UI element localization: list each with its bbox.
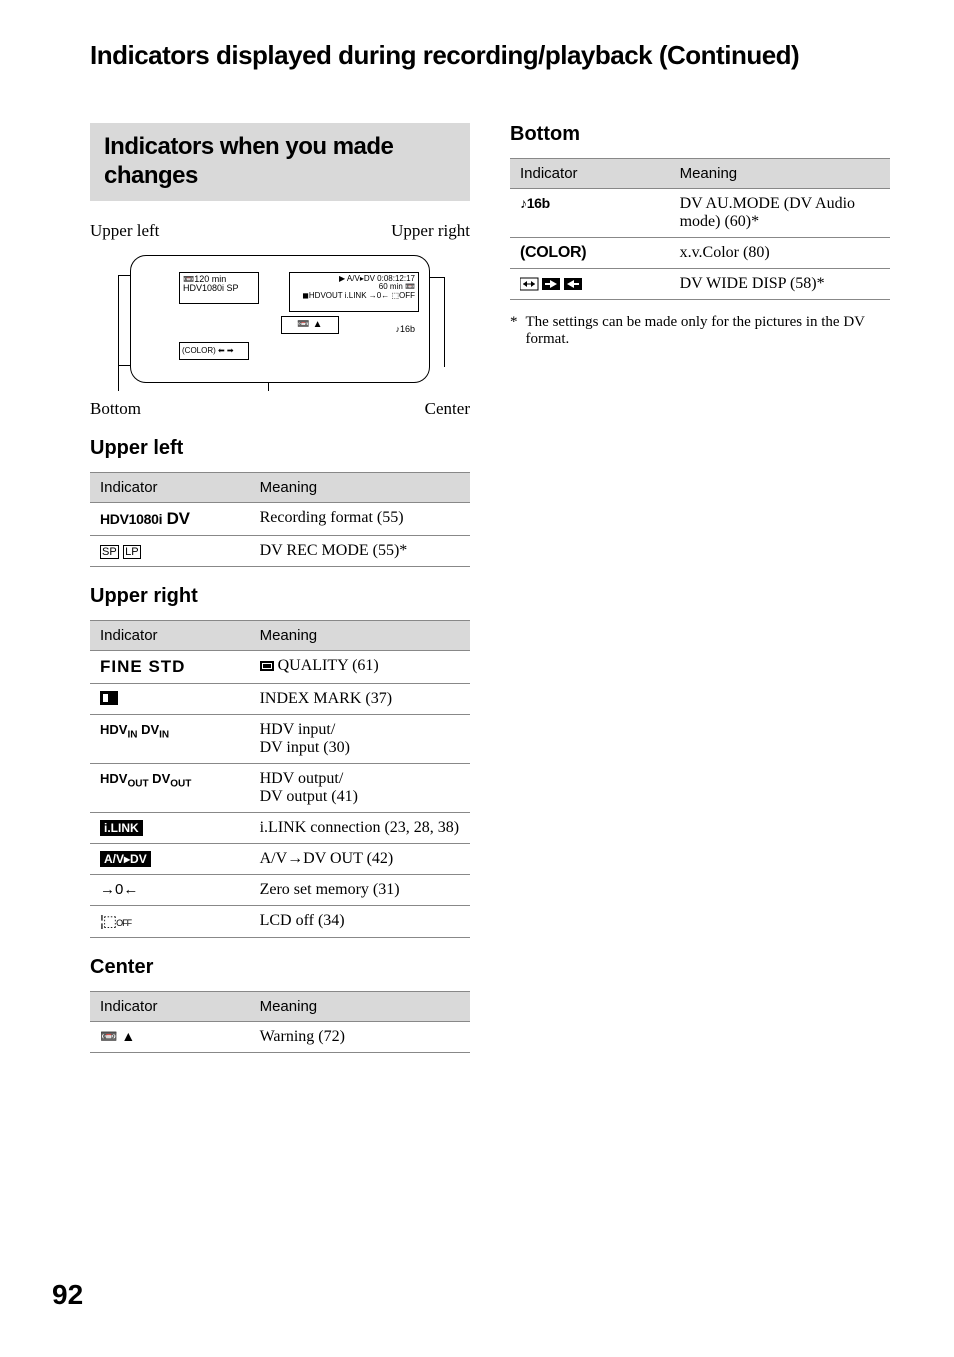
meaning-cell: DV REC MODE (55)* [250, 535, 470, 566]
section-band: Indicators when you made changes [90, 123, 470, 201]
callout-center: 📼 ▲ [281, 316, 339, 334]
heading-bottom: Bottom [510, 123, 890, 146]
footnote-text: The settings can be made only for the pi… [526, 314, 891, 348]
table-row: HDV1080i DVRecording format (55) [90, 502, 470, 535]
indicator-cell: →0← [90, 874, 250, 905]
meaning-cell: INDEX MARK (37) [250, 683, 470, 714]
meaning-cell: DV WIDE DISP (58)* [670, 269, 890, 300]
indicator-cell: HDV1080i DV [90, 502, 250, 535]
tbody-center: 📼 ▲Warning (72) [90, 1021, 470, 1052]
meaning-cell: Recording format (55) [250, 502, 470, 535]
meaning-cell: HDV output/DV output (41) [250, 763, 470, 812]
indicator-cell: A/V▸DV [90, 843, 250, 874]
col-indicator: Indicator [90, 991, 250, 1021]
footnote-star: * [510, 314, 518, 348]
tbody-upper-left: HDV1080i DVRecording format (55)SP LPDV … [90, 502, 470, 566]
meaning-cell: x.v.Color (80) [670, 238, 890, 269]
indicator-cell: ¦⬚OFF [90, 905, 250, 937]
table-upper-right: Indicator Meaning FINE STD QUALITY (61)I… [90, 620, 470, 938]
indicator-cell: SP LP [90, 535, 250, 566]
heading-upper-right: Upper right [90, 585, 470, 608]
table-row: ¦⬚OFFLCD off (34) [90, 905, 470, 937]
callout-upper-right: ▶ A/V▸DV 0:08:12:17 60 min 📼 ◼HDVOUT i.L… [289, 272, 419, 312]
meaning-cell: QUALITY (61) [250, 650, 470, 683]
table-upper-left: Indicator Meaning HDV1080i DVRecording f… [90, 472, 470, 567]
callout-bottom-left: (COLOR) ⬅ ➡ [179, 342, 249, 360]
indicator-cell: (COLOR) [510, 238, 670, 269]
indicator-cell: HDVIN DVIN [90, 714, 250, 763]
table-row: (COLOR)x.v.Color (80) [510, 238, 890, 269]
col-meaning: Meaning [250, 991, 470, 1021]
meaning-cell: HDV input/DV input (30) [250, 714, 470, 763]
label-upper-left: Upper left [90, 221, 159, 241]
table-row: 📼 ▲Warning (72) [90, 1021, 470, 1052]
meaning-cell: i.LINK connection (23, 28, 38) [250, 812, 470, 843]
table-row: ♪16bDV AU.MODE (DV Audio mode) (60)* [510, 189, 890, 238]
heading-center: Center [90, 956, 470, 979]
col-meaning: Meaning [250, 620, 470, 650]
heading-upper-left: Upper left [90, 437, 470, 460]
table-row: DV WIDE DISP (58)* [510, 269, 890, 300]
indicator-cell: HDVOUT DVOUT [90, 763, 250, 812]
indicator-cell: FINE STD [90, 650, 250, 683]
meaning-cell: Zero set memory (31) [250, 874, 470, 905]
meaning-cell: Warning (72) [250, 1021, 470, 1052]
meaning-cell: DV AU.MODE (DV Audio mode) (60)* [670, 189, 890, 238]
lcd-diagram: 📼120 min HDV1080i SP ▶ A/V▸DV 0:08:12:17… [90, 245, 460, 395]
label-upper-right: Upper right [391, 221, 470, 241]
band-heading: Indicators when you made changes [104, 133, 456, 191]
table-row: HDVIN DVINHDV input/DV input (30) [90, 714, 470, 763]
indicator-cell: 📼 ▲ [90, 1021, 250, 1052]
indicator-cell: i.LINK [90, 812, 250, 843]
meaning-cell: LCD off (34) [250, 905, 470, 937]
callout-bottom-right: ♪16b [387, 324, 415, 338]
col-meaning: Meaning [250, 472, 470, 502]
table-row: A/V▸DVA/V→DV OUT (42) [90, 843, 470, 874]
tbody-bottom: ♪16bDV AU.MODE (DV Audio mode) (60)*(COL… [510, 189, 890, 300]
footnote: * The settings can be made only for the … [510, 314, 890, 348]
meaning-cell: A/V→DV OUT (42) [250, 843, 470, 874]
col-indicator: Indicator [510, 159, 670, 189]
table-bottom: Indicator Meaning ♪16bDV AU.MODE (DV Aud… [510, 158, 890, 300]
indicator-cell: ♪16b [510, 189, 670, 238]
page-number: 92 [52, 1279, 83, 1311]
table-row: SP LPDV REC MODE (55)* [90, 535, 470, 566]
indicator-cell [510, 269, 670, 300]
col-meaning: Meaning [670, 159, 890, 189]
label-bottom: Bottom [90, 399, 141, 419]
page-title: Indicators displayed during recording/pl… [90, 40, 894, 71]
callout-upper-left: 📼120 min HDV1080i SP [179, 272, 259, 304]
table-row: i.LINKi.LINK connection (23, 28, 38) [90, 812, 470, 843]
col-indicator: Indicator [90, 472, 250, 502]
indicator-cell [90, 683, 250, 714]
table-row: FINE STD QUALITY (61) [90, 650, 470, 683]
table-row: →0←Zero set memory (31) [90, 874, 470, 905]
table-row: HDVOUT DVOUTHDV output/DV output (41) [90, 763, 470, 812]
col-indicator: Indicator [90, 620, 250, 650]
label-center: Center [425, 399, 470, 419]
table-center: Indicator Meaning 📼 ▲Warning (72) [90, 991, 470, 1053]
tbody-upper-right: FINE STD QUALITY (61)INDEX MARK (37)HDVI… [90, 650, 470, 937]
table-row: INDEX MARK (37) [90, 683, 470, 714]
